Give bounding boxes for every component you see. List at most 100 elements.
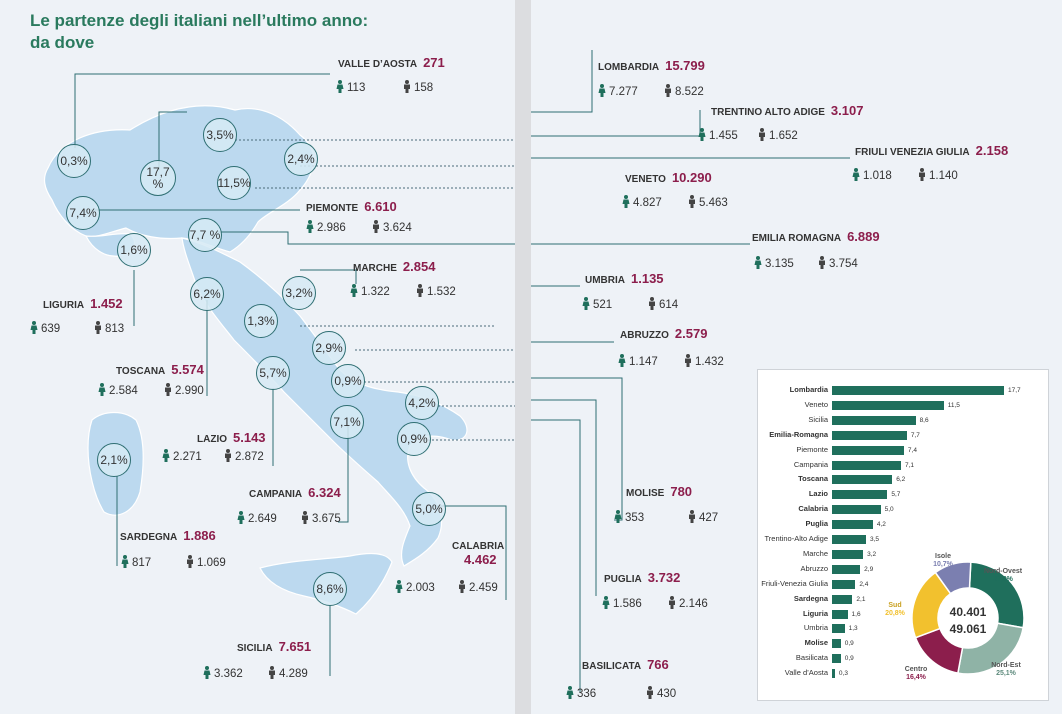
male-icon <box>95 321 101 334</box>
leader-lines <box>74 50 850 692</box>
region-total: 6.324 <box>308 485 341 500</box>
female-icon <box>622 195 630 208</box>
male-icon <box>302 511 308 524</box>
bar-label: Friuli-Venezia Giulia <box>761 578 828 588</box>
bubble-molise: 0,9% <box>331 364 365 398</box>
male-icon <box>689 510 695 523</box>
female-count: 2.649 <box>237 511 277 525</box>
male-icon <box>417 284 423 297</box>
male-icon <box>373 220 379 233</box>
region-label: ABRUZZO 2.579 <box>620 326 707 341</box>
region-total: 10.290 <box>671 170 712 185</box>
bubble-puglia: 4,2% <box>405 386 439 420</box>
bar-value: 11,5 <box>947 401 960 409</box>
bar-value: 3,2 <box>867 550 877 558</box>
chart-title: Le partenze degli italiani nell’ultimo a… <box>30 11 369 52</box>
male-value: 1.532 <box>427 286 456 298</box>
bar-value: 2,4 <box>859 580 869 588</box>
female-icon <box>306 220 314 233</box>
female-value: 1.455 <box>709 130 738 142</box>
bar-label: Molise <box>804 638 828 648</box>
bar-value: 2,1 <box>856 595 866 603</box>
bar-label: Valle d’Aosta <box>784 668 828 678</box>
bar-value: 7,1 <box>904 461 915 469</box>
male-count: 614 <box>648 297 678 311</box>
female-count: 2.271 <box>162 449 202 463</box>
region-name: ABRUZZO <box>620 330 669 341</box>
male-count: 1.652 <box>758 128 798 142</box>
female-count: 336 <box>566 686 596 700</box>
donut-label-value: 20,8% <box>885 610 905 617</box>
bar-value: 4,2 <box>876 521 886 529</box>
region-total: 5.574 <box>171 362 204 377</box>
male-icon <box>225 449 231 462</box>
male-count: 3.675 <box>301 511 341 525</box>
region-label: VALLE D’AOSTA 271 <box>338 55 445 70</box>
bar <box>832 594 853 604</box>
bar <box>832 445 904 455</box>
male-count: 3.624 <box>372 220 412 234</box>
bar <box>832 490 888 500</box>
male-count: 158 <box>403 80 433 94</box>
male-value: 158 <box>414 82 434 94</box>
female-value: 336 <box>577 688 597 700</box>
female-value: 1.018 <box>863 170 892 182</box>
female-count: 113 <box>336 80 365 94</box>
region-total: 1.886 <box>183 528 216 543</box>
female-icon <box>336 80 344 93</box>
female-value: 1.322 <box>361 286 390 298</box>
region-label: TOSCANA 5.574 <box>116 362 204 377</box>
female-value: 521 <box>593 299 613 311</box>
female-value: 113 <box>347 82 366 94</box>
region-total: 2.579 <box>674 326 708 341</box>
male-icon <box>459 580 465 593</box>
male-value: 5.463 <box>699 197 728 209</box>
bubble-campania: 7,1% <box>330 405 364 439</box>
bar-value: 0,9 <box>844 655 854 663</box>
bar-value: 7,4 <box>907 446 917 454</box>
female-icon <box>602 596 610 609</box>
male-icon <box>689 195 695 208</box>
region-total: 4.462 <box>464 552 497 567</box>
female-count: 3.362 <box>203 666 243 680</box>
female-count: 3.135 <box>754 256 794 270</box>
female-count: 1.586 <box>602 596 642 610</box>
region-label: BASILICATA 766 <box>582 657 669 672</box>
dotted-lines <box>235 139 515 441</box>
bar <box>832 564 861 574</box>
male-value: 1.432 <box>695 356 724 368</box>
female-icon <box>852 168 860 181</box>
region-label: CAMPANIA 6.324 <box>249 485 341 500</box>
male-value: 8.522 <box>675 86 704 98</box>
male-value: 430 <box>657 688 677 700</box>
male-value: 813 <box>105 323 125 335</box>
female-count: 1.455 <box>698 128 738 142</box>
region-label: EMILIA ROMAGNA 6.889 <box>752 229 880 244</box>
donut-label-value: 25,1% <box>996 670 1016 677</box>
donut-label-value: 16,4% <box>906 674 926 681</box>
region-name: LIGURIA <box>43 300 85 311</box>
male-value: 1.652 <box>769 130 798 142</box>
male-value: 2.990 <box>175 385 204 397</box>
region-total: 2.158 <box>975 143 1009 158</box>
bar-value: 2,9 <box>864 565 874 573</box>
female-icon <box>121 555 129 568</box>
bar <box>832 460 901 470</box>
bar-value: 8,6 <box>919 416 929 424</box>
female-icon <box>618 354 626 367</box>
donut-label: Sud 20,8% <box>875 602 915 618</box>
male-icon <box>647 686 653 699</box>
region-label: MARCHE 2.854 <box>353 259 435 274</box>
region-total: 780 <box>670 484 693 499</box>
region-name: TRENTINO ALTO ADIGE <box>711 107 825 118</box>
bar-label: Emilia-Romagna <box>769 429 828 439</box>
male-count: 5.463 <box>688 195 728 209</box>
male-count: 1.432 <box>684 354 724 368</box>
region-total: 1.135 <box>631 271 664 286</box>
bar <box>832 549 864 559</box>
male-count: 4.289 <box>268 666 308 680</box>
female-icon <box>30 321 38 334</box>
region-label: FRIULI VENEZIA GIULIA 2.158 <box>855 143 1008 158</box>
region-name: VALLE D’AOSTA <box>338 59 418 70</box>
male-value: 3.675 <box>312 513 341 525</box>
